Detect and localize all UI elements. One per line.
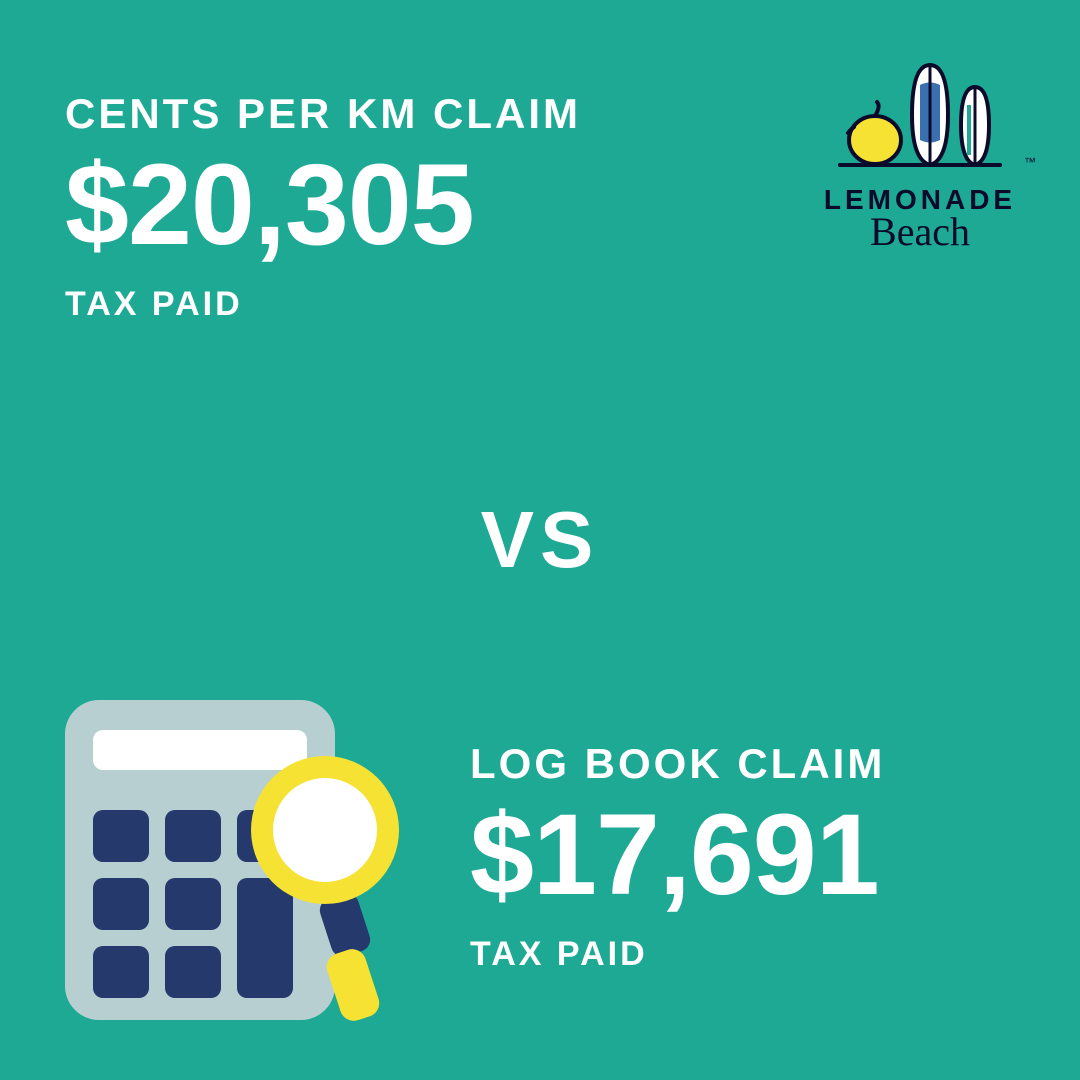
logo-trademark: ™ (1024, 155, 1036, 169)
logo-graphic (820, 55, 1020, 175)
top-claim-amount: $20,305 (65, 148, 581, 263)
top-claim-block: CENTS PER KM CLAIM $20,305 TAX PAID (65, 90, 581, 324)
bottom-claim-block: LOG BOOK CLAIM $17,691 TAX PAID (470, 740, 885, 974)
calculator-icon (55, 680, 425, 1050)
bottom-claim-sub: TAX PAID (470, 935, 885, 974)
bottom-claim-amount: $17,691 (470, 798, 885, 913)
top-claim-sub: TAX PAID (65, 285, 581, 324)
brand-logo: LEMONADE Beach ™ (810, 55, 1030, 265)
bottom-claim-label: LOG BOOK CLAIM (470, 740, 885, 788)
top-claim-label: CENTS PER KM CLAIM (65, 90, 581, 138)
vs-text: VS (481, 494, 600, 586)
